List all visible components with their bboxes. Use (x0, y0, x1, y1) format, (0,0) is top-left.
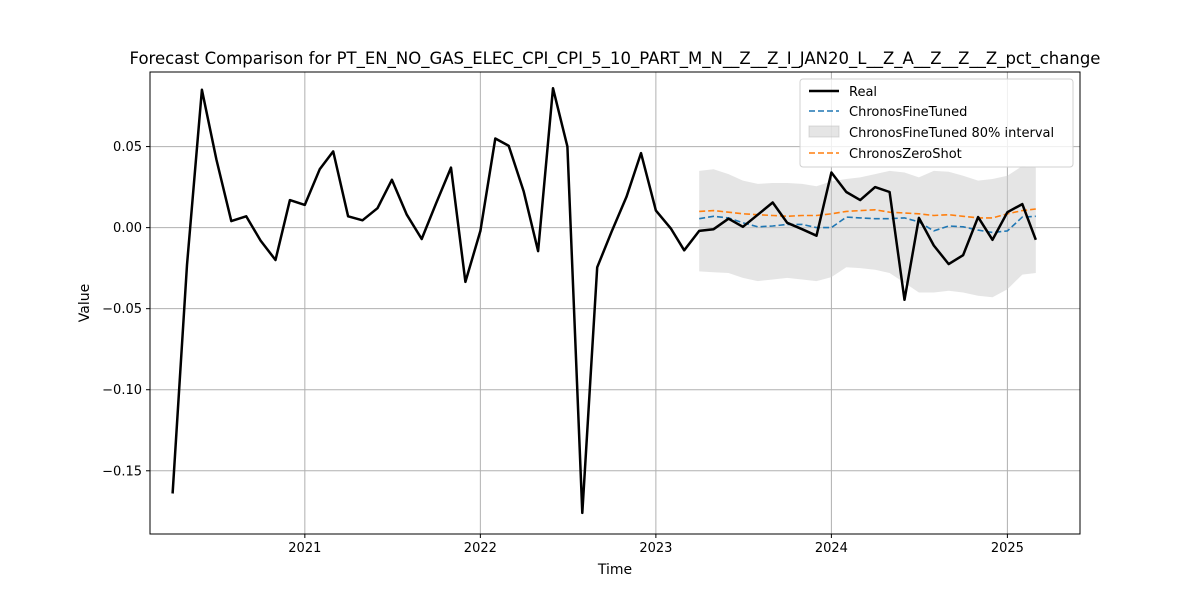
x-axis-label: Time (597, 562, 632, 578)
x-tick-label: 2025 (991, 541, 1024, 556)
series-line-chronosfinetuned (699, 215, 1036, 234)
series-line-chronoszeroshot (699, 208, 1036, 219)
y-tick-label: −0.10 (102, 383, 142, 398)
x-axis: 2021 2022 2023 2024 2025 (288, 534, 1024, 556)
x-tick-label: 2023 (639, 541, 672, 556)
legend-label-interval: ChronosFineTuned 80% interval (849, 126, 1054, 141)
legend-label-real: Real (849, 85, 877, 100)
chart-title: Forecast Comparison for PT_EN_NO_GAS_ELE… (130, 49, 1101, 69)
series-line-real (171, 86, 1037, 515)
x-tick-label: 2021 (288, 541, 321, 556)
y-axis: −0.15 −0.10 −0.05 0.00 0.05 (102, 140, 150, 479)
y-tick-label: 0.00 (113, 221, 142, 236)
y-tick-label: −0.05 (102, 302, 142, 317)
series-lines (171, 86, 1037, 515)
legend-label-chronos-zeroshot: ChronosZeroShot (849, 147, 962, 162)
x-tick-label: 2024 (815, 541, 848, 556)
plot-area (149, 71, 1081, 535)
legend: Real ChronosFineTuned ChronosFineTuned 8… (799, 78, 1074, 168)
interval-band (699, 166, 1036, 298)
x-tick-label: 2022 (464, 541, 497, 556)
y-axis-label: Value (77, 284, 93, 322)
legend-label-chronos-finetuned: ChronosFineTuned (849, 105, 967, 120)
band-layer (699, 166, 1036, 298)
plot-frame (149, 71, 1081, 535)
y-tick-label: −0.15 (102, 464, 142, 479)
y-tick-label: 0.05 (113, 140, 142, 155)
legend-swatch-interval (808, 125, 840, 138)
legend-box (799, 78, 1074, 168)
